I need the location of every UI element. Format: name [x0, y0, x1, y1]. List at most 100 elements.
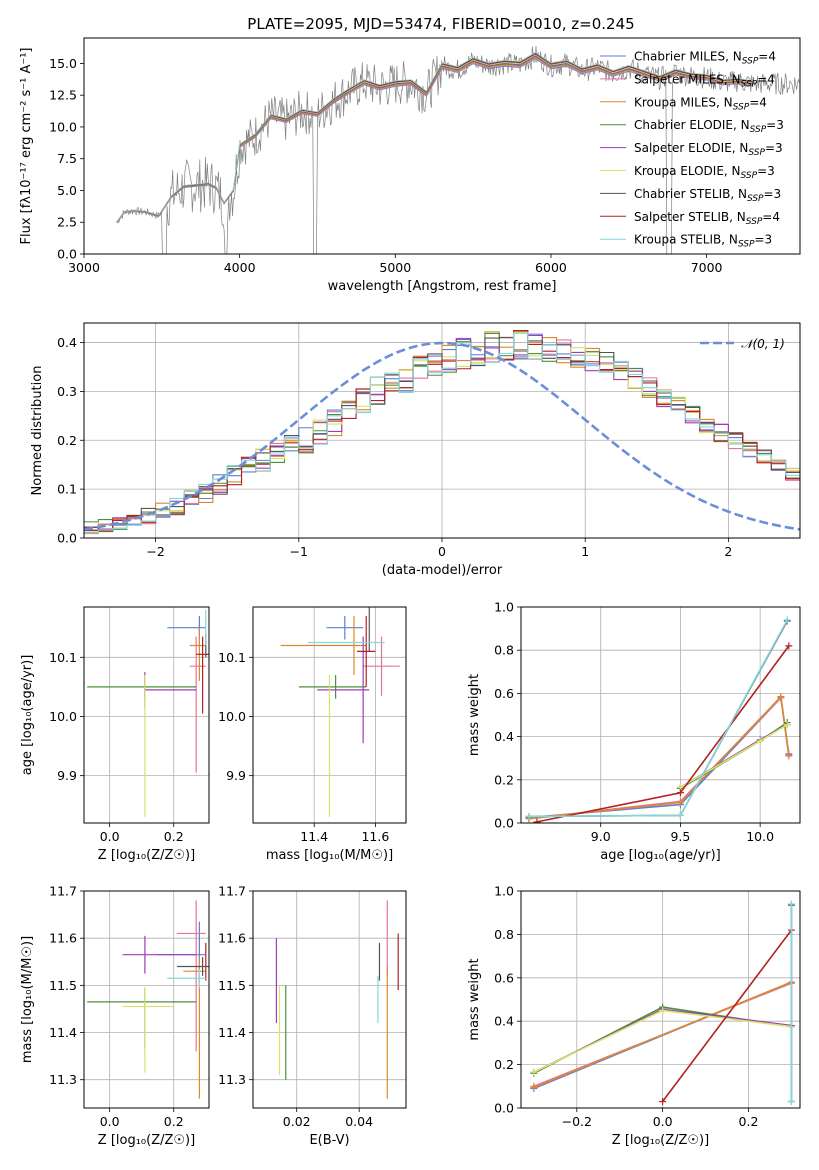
x-tick-label: 0.02: [283, 1114, 311, 1129]
marker: [785, 751, 793, 759]
x-tick-label: 0.0: [653, 1114, 673, 1129]
y-tick-label: 2.5: [57, 215, 77, 230]
y-tick-label: 11.6: [49, 931, 77, 946]
marker: [533, 818, 541, 823]
plot-area-spectrum: [116, 45, 800, 254]
normal-curve: [84, 341, 800, 531]
legend-label: Salpeter STELIB, NSSP=4: [634, 210, 780, 227]
axes-frame: [520, 890, 801, 1109]
marker: [676, 789, 684, 797]
y-tick-label: 9.9: [57, 768, 77, 783]
y-tick-label: 11.5: [218, 978, 246, 993]
hist-chabrier-elodie: [84, 332, 800, 530]
x-tick-label: 0.2: [164, 829, 184, 844]
x-axis-label: Z [log₁₀(Z/Z☉)]: [612, 1133, 709, 1148]
marker: [525, 813, 533, 821]
y-tick-label: 9.9: [226, 768, 246, 783]
x-tick-label: 11.6: [361, 829, 389, 844]
y-axis-label: mass [log₁₀(M/M☉)]: [20, 936, 35, 1063]
point-chabrier-elodie: [87, 987, 197, 1050]
y-tick-label: 7.5: [57, 151, 77, 166]
y-axis-label: age [log₁₀(age/yr)]: [20, 655, 35, 776]
x-tick-label: −0.2: [562, 1114, 592, 1129]
series-kroupa-stelib: [528, 619, 788, 818]
x-tick-label: 6000: [535, 260, 567, 275]
y-axis-label: mass weight: [467, 958, 482, 1040]
x-axis-label: wavelength [Angstrom, rest frame]: [328, 279, 557, 294]
y-tick-label: 11.3: [218, 1072, 246, 1087]
figure-title: PLATE=2095, MJD=53474, FIBERID=0010, z=0…: [247, 15, 634, 33]
axes-frame: [83, 890, 210, 1109]
point-chabrier-elodie: [87, 675, 197, 699]
y-tick-label: 11.7: [49, 884, 77, 899]
x-tick-label: 0.04: [345, 1114, 373, 1129]
y-tick-label: 12.5: [49, 88, 77, 103]
axes-spectrum: 3000 4000 5000 6000 7000 0.0 2.5 5.0 7.5 10.0 12.5…: [19, 37, 801, 294]
plot-area-age-vs-Z: [84, 607, 209, 823]
y-tick-label: 0.2: [494, 1057, 514, 1072]
point-chabrier-miles: [157, 921, 206, 983]
plot-area-weight-vs-age: [521, 607, 800, 823]
y-tick-label: 1.0: [494, 600, 514, 615]
marker: [659, 1097, 667, 1105]
series-model-kroupa-stelib: [116, 51, 754, 222]
y-tick-label: 0.4: [494, 729, 514, 744]
y-tick-label: 0.6: [494, 686, 514, 701]
marker: [756, 737, 764, 745]
legend-label: Salpeter MILES, NSSP=4: [634, 72, 775, 89]
y-tick-label: 11.3: [49, 1072, 77, 1087]
x-tick-label: 0.0: [100, 1114, 120, 1129]
series-salpeter-miles: [528, 695, 790, 820]
y-tick-label: 10.1: [218, 650, 246, 665]
series-chabrier-miles: [528, 695, 790, 819]
series-kroupa-miles: [528, 694, 790, 820]
point-salpeter-miles: [176, 900, 206, 1052]
plot-area-residuals: [84, 323, 800, 538]
y-tick-label: 0.0: [57, 247, 77, 262]
y-tick-label: 10.1: [49, 650, 77, 665]
series-kroupa-elodie: [679, 724, 788, 789]
x-axis-label: Z [log₁₀(Z/Z☉)]: [98, 1133, 195, 1148]
legend-label: Chabrier MILES, NSSP=4: [634, 50, 776, 67]
x-axis-label: Z [log₁₀(Z/Z☉)]: [98, 848, 195, 863]
y-tick-label: 1.0: [494, 884, 514, 899]
axes-mass-vs-Z: 0.0 0.2 11.3 11.4 11.5 11.6 11.7 Z [log₁₀(Z/Z☉)…: [20, 884, 210, 1148]
legend: 𝒩(0, 1): [700, 337, 785, 351]
x-axis-label: mass [log₁₀(M/M☉)]: [266, 848, 393, 863]
point-salpeter-elodie: [144, 672, 197, 708]
axes-age-vs-mass: 11.4 11.6 9.9 10.0 10.1 mass [log₁₀(M/M☉)]: [218, 606, 407, 863]
marker: [777, 693, 785, 701]
point-salpeter-stelib: [196, 636, 209, 714]
axes-weight-vs-age: 9.0 9.5 10.0 0.0 0.2 0.4 0.6 0.8 1.0 age [log₁₀(a…: [467, 600, 801, 863]
series-salpeter-stelib: [661, 929, 793, 1102]
y-tick-label: 15.0: [49, 56, 77, 71]
legend-label: Kroupa STELIB, NSSP=3: [634, 233, 772, 250]
legend-label: Chabrier ELODIE, NSSP=3: [634, 118, 784, 135]
point-chabrier-miles: [326, 615, 364, 640]
x-tick-label: 0.2: [164, 1114, 184, 1129]
x-tick-label: 7000: [691, 260, 723, 275]
y-tick-label: 11.6: [218, 931, 246, 946]
axes-frame: [520, 606, 801, 824]
y-axis-label: Flux [fλ10⁻¹⁷ erg cm⁻² s⁻¹ A⁻¹]: [19, 48, 34, 245]
y-tick-label: 10.0: [218, 709, 246, 724]
marker: [785, 642, 793, 650]
series-kroupa-miles: [533, 981, 792, 1089]
y-tick-label: 0.2: [57, 433, 77, 448]
hist-kroupa-stelib: [84, 332, 800, 534]
y-tick-label: 0.8: [494, 927, 514, 942]
axes-mass-vs-EBV: 0.02 0.04 11.3 11.4 11.5 11.6 11.7 E(B-V): [218, 884, 407, 1148]
y-tick-label: 0.8: [494, 643, 514, 658]
axes-frame: [83, 37, 801, 255]
y-tick-label: 0.4: [494, 1014, 514, 1029]
point-chabrier-stelib: [176, 957, 209, 976]
x-tick-label: 0: [438, 544, 446, 559]
marker: [676, 798, 684, 806]
marker: [530, 1068, 538, 1076]
y-axis-label: Normed distribution: [30, 366, 45, 496]
marker: [530, 1083, 538, 1091]
point-kroupa-miles: [280, 615, 367, 676]
marker: [676, 811, 684, 819]
legend-label: Kroupa MILES, NSSP=4: [634, 95, 767, 112]
axes-frame: [83, 322, 801, 539]
